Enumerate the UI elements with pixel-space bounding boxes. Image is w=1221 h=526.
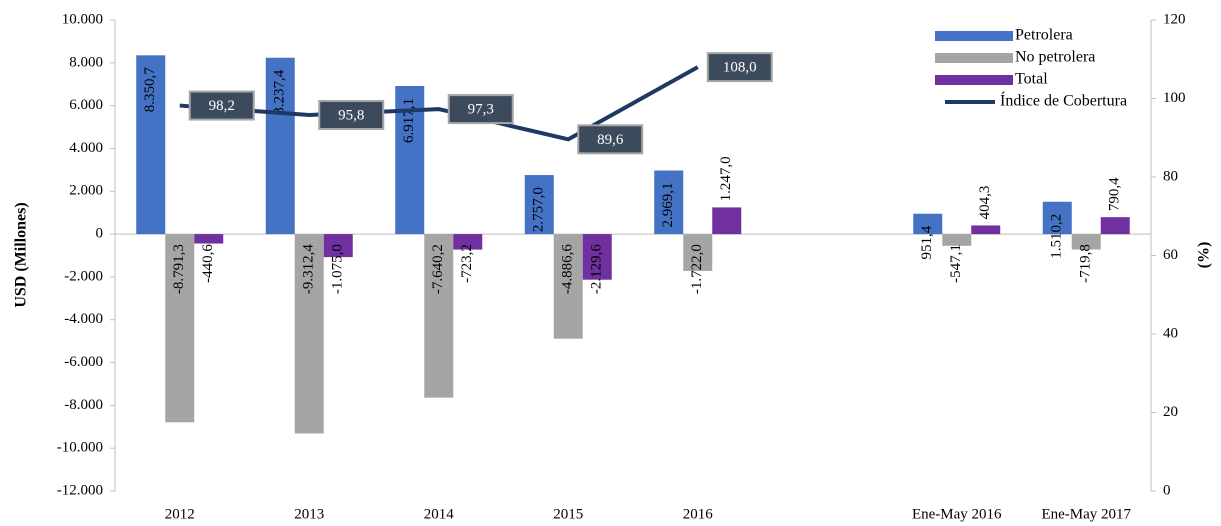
data-label: -719,8 — [1078, 244, 1094, 283]
data-label: 8.350,7 — [142, 67, 158, 113]
y-tick-label: -2.000 — [64, 268, 103, 284]
data-label-box — [318, 99, 385, 130]
bar — [654, 170, 684, 235]
data-label: 1.247,0 — [718, 156, 734, 201]
legend-swatch — [935, 75, 1013, 85]
x-tick-label: Ene-May 2017 — [1041, 506, 1131, 522]
legend-label: Total — [1015, 71, 1048, 88]
bar — [582, 234, 612, 280]
data-label: 1.510,2 — [1049, 214, 1065, 259]
bar — [1071, 234, 1101, 250]
y-tick-label: -10.000 — [57, 440, 103, 456]
x-tick-label: 2013 — [294, 506, 324, 522]
y-tick-label: -6.000 — [64, 354, 103, 370]
y2-tick-label: 120 — [1163, 11, 1186, 27]
bar — [424, 234, 454, 398]
y2-tick-label: 20 — [1163, 404, 1178, 420]
x-tick-label: 2015 — [553, 506, 583, 522]
y-tick-label: 6.000 — [69, 97, 103, 113]
data-label: 2.757,0 — [531, 187, 547, 232]
data-label: -7.640,2 — [430, 244, 446, 294]
data-label-box — [577, 124, 644, 155]
bar — [942, 234, 972, 246]
data-label: 95,8 — [338, 107, 364, 123]
data-label: -1.075,0 — [330, 244, 346, 294]
data-label-box — [706, 52, 773, 83]
bar — [323, 234, 353, 258]
legend-swatch — [935, 31, 1013, 41]
y2-tick-label: 80 — [1163, 168, 1178, 184]
data-label-box — [188, 90, 255, 121]
bar — [1100, 217, 1130, 235]
bar — [553, 234, 583, 339]
legend-label: Índice de Cobertura — [1000, 91, 1127, 110]
data-label: -1.722,0 — [689, 244, 705, 294]
x-tick-label: 2014 — [424, 506, 455, 522]
x-tick-label: 2016 — [683, 506, 714, 522]
legend-label: Petrolera — [1015, 27, 1073, 44]
y-tick-label: 0 — [96, 226, 104, 242]
y-tick-label: 10.000 — [62, 11, 103, 27]
data-label: 8.237,4 — [272, 69, 288, 115]
data-label: 97,3 — [468, 102, 494, 118]
data-label: 6.917,1 — [401, 98, 417, 143]
legend-label: No petrolera — [1015, 49, 1095, 66]
bar — [294, 234, 324, 434]
y-tick-label: 4.000 — [69, 140, 103, 156]
y2-tick-label: 100 — [1163, 90, 1186, 106]
data-label: -4.886,6 — [560, 244, 576, 294]
data-label: 89,6 — [597, 132, 624, 148]
y-tick-label: -4.000 — [64, 311, 103, 327]
data-label: 2.969,1 — [660, 183, 676, 228]
data-label: 790,4 — [1107, 177, 1123, 211]
bar — [136, 55, 166, 235]
legend-swatch — [935, 53, 1013, 63]
data-label-box — [447, 94, 514, 125]
y2-tick-label: 40 — [1163, 325, 1178, 341]
y2-tick-label: 60 — [1163, 247, 1178, 263]
bar — [265, 57, 295, 235]
data-label: -723,2 — [459, 244, 475, 283]
x-tick-label: 2012 — [165, 506, 195, 522]
data-label: 951,4 — [919, 225, 935, 259]
bar — [524, 175, 554, 235]
bar — [194, 234, 224, 244]
y-tick-label: -8.000 — [64, 397, 103, 413]
y-tick-label: 8.000 — [69, 54, 103, 70]
bar — [453, 234, 483, 250]
bar — [165, 234, 195, 423]
data-label: 404,3 — [977, 186, 993, 220]
y2-tick-label: 0 — [1163, 482, 1171, 498]
y-tick-label: -12.000 — [57, 482, 103, 498]
bar — [971, 225, 1001, 235]
bar — [1042, 201, 1072, 235]
data-label: -2.129,6 — [589, 244, 605, 294]
data-label: -547,1 — [948, 244, 964, 283]
line — [179, 65, 699, 142]
y2-axis-label: (%) — [1196, 242, 1213, 269]
y-axis-label: USD (Millones) — [13, 202, 30, 307]
data-label: 98,2 — [209, 98, 235, 114]
data-label: -9.312,4 — [301, 244, 317, 294]
bar — [913, 213, 943, 235]
y-tick-label: 2.000 — [69, 183, 103, 199]
x-tick-label: Ene-May 2016 — [912, 506, 1002, 522]
bar — [683, 234, 713, 271]
data-label: -8.791,3 — [171, 244, 187, 294]
data-label: 108,0 — [723, 60, 757, 76]
bar — [712, 207, 742, 235]
data-label: -440,6 — [200, 244, 216, 283]
